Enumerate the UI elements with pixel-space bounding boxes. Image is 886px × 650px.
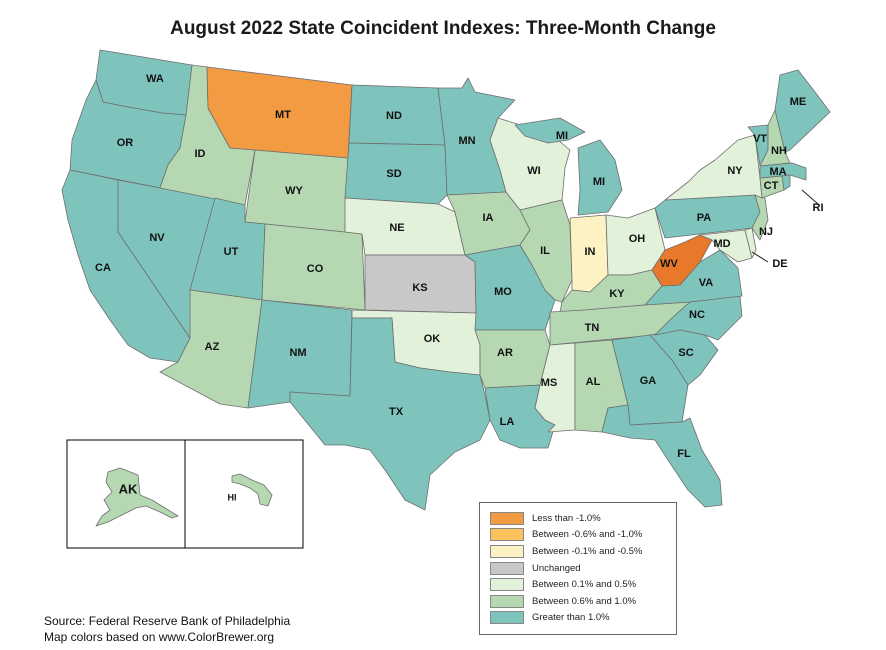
label-ne: NE (389, 222, 404, 234)
state-mi[interactable] (577, 139, 623, 216)
state-nc[interactable] (654, 295, 743, 341)
label-or: OR (117, 137, 134, 149)
label-wy: WY (285, 185, 303, 197)
legend-item: Unchanged (490, 560, 676, 577)
map-legend: Less than -1.0% Between -0.6% and -1.0% … (479, 502, 677, 635)
legend-label: Less than -1.0% (532, 512, 601, 524)
de-leader-line (751, 251, 769, 263)
legend-item: Between 0.6% and 1.0% (490, 593, 676, 610)
legend-item: Between 0.1% and 0.5% (490, 576, 676, 593)
label-ar: AR (497, 347, 513, 359)
legend-label: Between -0.6% and -1.0% (532, 529, 643, 541)
state-ma[interactable] (759, 162, 807, 181)
label-id: ID (195, 148, 206, 160)
label-ak: AK (119, 481, 138, 496)
label-il: IL (540, 245, 550, 257)
ri-leader-line (801, 189, 819, 205)
label-mi-upper: MI (556, 130, 568, 142)
label-oh: OH (629, 233, 646, 245)
label-co: CO (307, 263, 324, 275)
state-hi[interactable] (231, 473, 273, 507)
label-mi: MI (593, 176, 605, 188)
legend-item: Greater than 1.0% (490, 610, 676, 627)
legend-label: Between 0.1% and 0.5% (532, 579, 637, 591)
state-mi-upper[interactable] (514, 117, 586, 144)
label-de: DE (772, 258, 787, 270)
label-pa: PA (697, 212, 712, 224)
label-ga: GA (640, 375, 657, 387)
legend-item: Between -0.6% and -1.0% (490, 527, 676, 544)
state-fl[interactable] (601, 404, 723, 508)
label-me: ME (790, 96, 807, 108)
label-ky: KY (609, 288, 625, 300)
legend-label: Unchanged (532, 562, 581, 574)
label-ut: UT (224, 246, 239, 258)
label-ri: RI (813, 202, 824, 214)
label-hi: HI (228, 492, 237, 502)
label-nm: NM (289, 347, 306, 359)
state-de[interactable] (744, 227, 757, 259)
map-title: August 2022 State Coincident Indexes: Th… (170, 18, 716, 39)
label-fl: FL (677, 448, 691, 460)
legend-swatch (490, 561, 524, 575)
label-vt: VT (753, 133, 767, 145)
hawaii-inset-frame (184, 439, 304, 549)
legend-item: Less than -1.0% (490, 510, 676, 527)
label-ca: CA (95, 262, 111, 274)
label-tn: TN (585, 322, 600, 334)
colorbrewer-credit: Map colors based on www.ColorBrewer.org (44, 630, 275, 644)
label-mn: MN (458, 135, 475, 147)
state-ne[interactable] (344, 197, 466, 256)
label-nc: NC (689, 309, 705, 321)
label-wa: WA (146, 73, 164, 85)
legend-label: Between -0.1% and -0.5% (532, 545, 643, 557)
legend-swatch (490, 511, 524, 525)
legend-swatch (490, 578, 524, 592)
state-me[interactable] (774, 69, 831, 153)
label-nd: ND (386, 110, 402, 122)
label-ok: OK (424, 333, 441, 345)
label-ia: IA (483, 212, 494, 224)
state-ny[interactable] (664, 134, 763, 201)
label-nh: NH (771, 145, 787, 157)
legend-swatch (490, 611, 524, 625)
label-nj: NJ (759, 226, 773, 238)
label-ks: KS (412, 282, 427, 294)
label-la: LA (500, 416, 515, 428)
state-ak[interactable] (95, 467, 179, 527)
label-va: VA (699, 277, 714, 289)
legend-swatch (490, 528, 524, 542)
state-nj[interactable] (751, 194, 769, 241)
state-ar[interactable] (474, 329, 551, 389)
label-ma: MA (769, 166, 786, 178)
legend-label: Between 0.6% and 1.0% (532, 595, 637, 607)
legend-item: Between -0.1% and -0.5% (490, 543, 676, 560)
state-il[interactable] (519, 199, 573, 303)
source-note: Source: Federal Reserve Bank of Philadel… (44, 613, 290, 645)
label-ct: CT (764, 180, 779, 192)
label-md: MD (713, 238, 730, 250)
state-sd[interactable] (344, 142, 448, 205)
label-ms: MS (541, 377, 558, 389)
label-wv: WV (660, 258, 678, 270)
label-al: AL (586, 376, 601, 388)
label-sc: SC (678, 347, 693, 359)
label-mt: MT (275, 109, 291, 121)
label-tx: TX (389, 406, 404, 418)
label-wi: WI (527, 165, 540, 177)
label-ny: NY (727, 165, 743, 177)
label-mo: MO (494, 286, 512, 298)
label-az: AZ (205, 341, 220, 353)
label-nv: NV (149, 232, 165, 244)
legend-swatch (490, 544, 524, 558)
label-in: IN (585, 246, 596, 258)
state-co[interactable] (261, 223, 366, 311)
state-tx[interactable] (289, 317, 491, 511)
source-line: Source: Federal Reserve Bank of Philadel… (44, 614, 291, 628)
label-sd: SD (386, 168, 401, 180)
legend-swatch (490, 594, 524, 608)
legend-label: Greater than 1.0% (532, 612, 610, 624)
